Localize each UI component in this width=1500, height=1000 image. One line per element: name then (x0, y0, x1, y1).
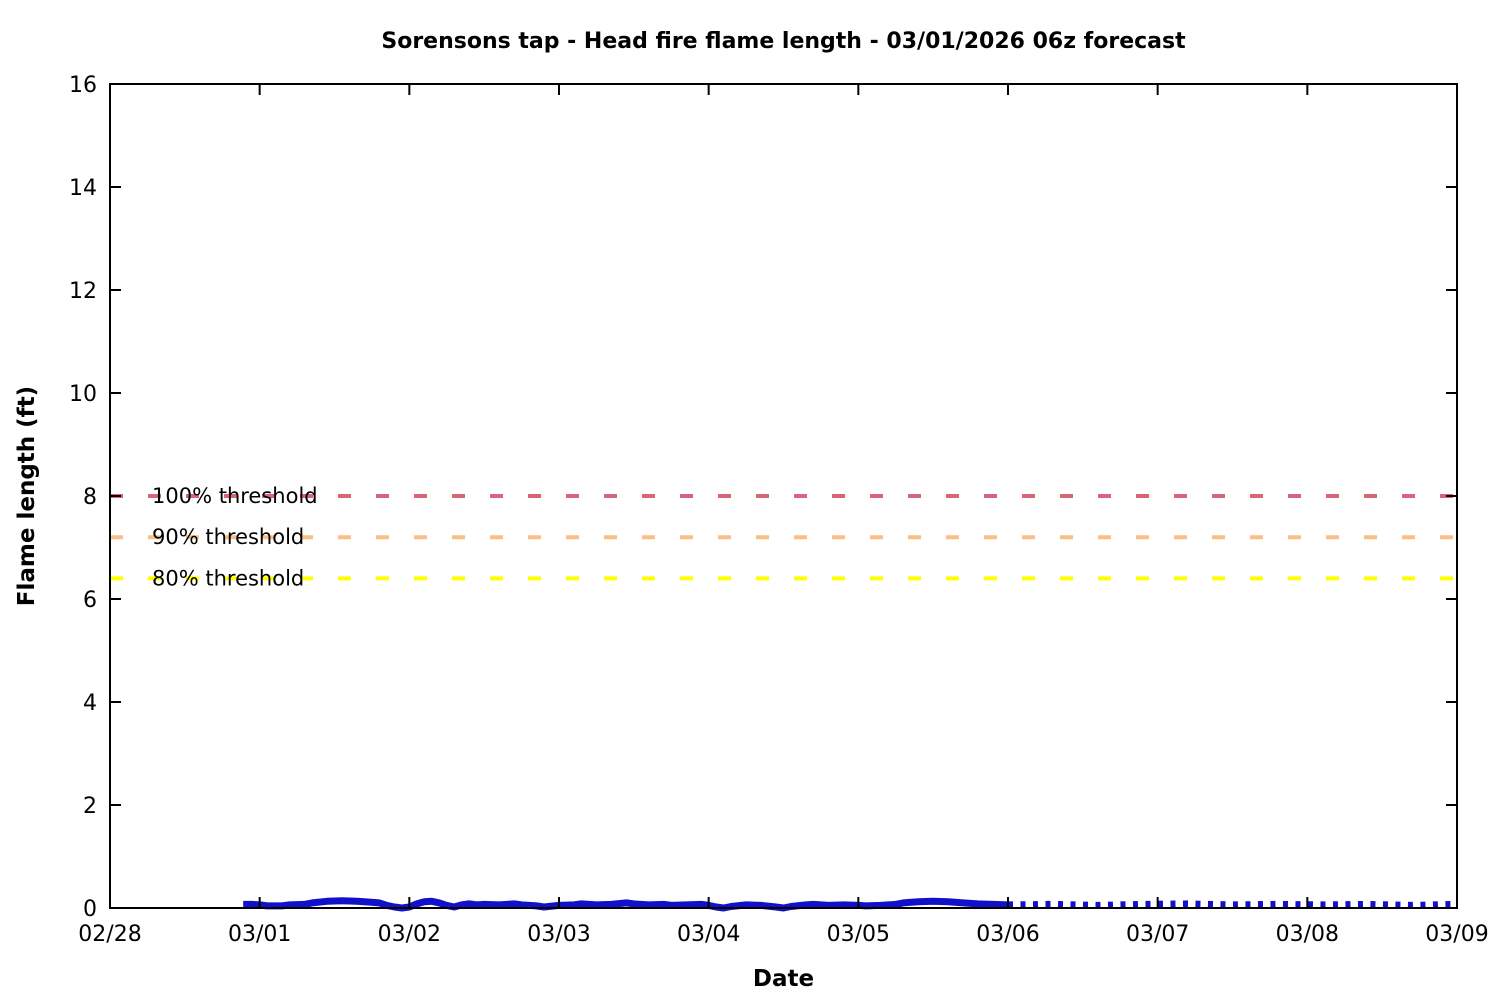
x-tick-label: 03/08 (1276, 922, 1339, 947)
y-tick-label: 14 (69, 176, 97, 201)
x-tick-label: 03/01 (228, 922, 291, 947)
x-tick-label: 03/04 (677, 922, 740, 947)
chart-title: Sorensons tap - Head fire flame length -… (381, 29, 1186, 54)
series-head-fire-flame-length-forecast (243, 897, 1009, 912)
threshold-label: 90% threshold (152, 525, 304, 549)
series-head-fire-flame-length-extended (1007, 900, 1458, 909)
y-tick-label: 8 (83, 485, 97, 510)
x-tick-label: 03/05 (827, 922, 890, 947)
x-tick-label: 03/03 (527, 922, 590, 947)
y-tick-label: 4 (83, 691, 97, 716)
y-tick-label: 16 (69, 73, 97, 98)
threshold-label: 100% threshold (152, 484, 318, 508)
y-tick-label: 10 (69, 382, 97, 407)
y-tick-label: 6 (83, 588, 97, 613)
x-axis-label: Date (752, 966, 815, 992)
x-tick-label: 03/02 (378, 922, 441, 947)
x-tick-label: 03/09 (1425, 922, 1488, 947)
y-tick-label: 2 (83, 794, 97, 819)
x-tick-label: 03/06 (976, 922, 1039, 947)
y-tick-label: 12 (69, 279, 97, 304)
x-tick-label: 02/28 (78, 922, 141, 947)
threshold-label: 80% threshold (152, 566, 304, 590)
x-tick-label: 03/07 (1126, 922, 1189, 947)
y-tick-label: 0 (83, 897, 97, 922)
